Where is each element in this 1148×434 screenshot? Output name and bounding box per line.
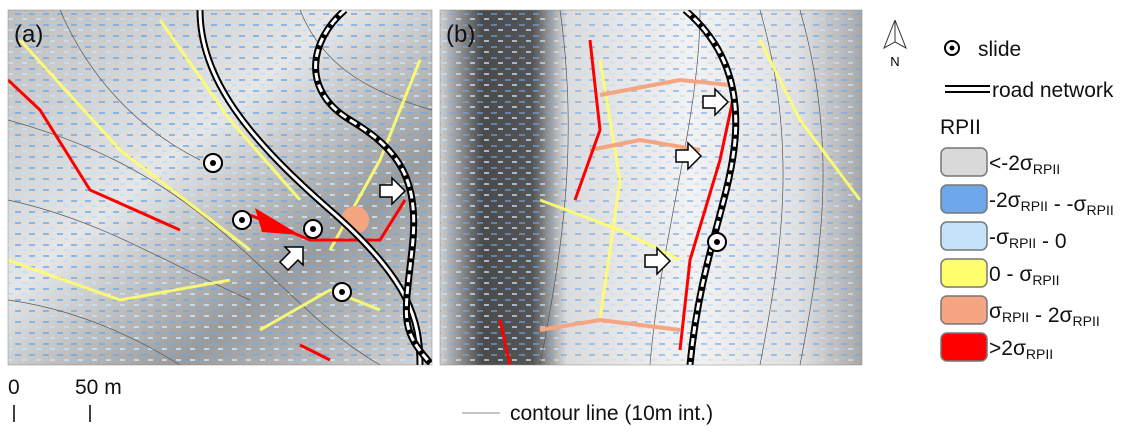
legend-text: -2σ [989, 189, 1021, 212]
legend-label: -σRPII - 0 [989, 226, 1067, 253]
legend-subscript: RPII [1009, 235, 1036, 251]
legend-swatch [941, 222, 987, 250]
legend-text: 0 - σ [989, 263, 1032, 286]
legend-title: RPII [940, 116, 981, 139]
legend-label: 0 - σRPII [989, 263, 1060, 288]
legend-swatch [941, 259, 987, 287]
legend-subscript: RPII [1032, 272, 1059, 288]
legend-text: σ [989, 300, 1002, 323]
panel-label: (a) [14, 21, 43, 48]
legend-swatch [941, 185, 987, 213]
legend-label: road network [992, 79, 1114, 102]
legend-text: <-2σ [989, 152, 1033, 175]
legend-label: <-2σRPII [989, 152, 1060, 177]
legend-subscript: RPII [1026, 346, 1053, 362]
legend-subscript: RPII [1033, 161, 1060, 177]
legend-label: >2σRPII [989, 337, 1053, 362]
legend-text: - 2σ [1029, 304, 1072, 327]
legend-subscript: RPII [1073, 313, 1100, 329]
legend-text: - 0 [1036, 230, 1066, 253]
legend-label: -2σRPII - -σRPII [989, 189, 1114, 218]
scale-label: 50 m [75, 376, 122, 399]
scale-label: 0 [8, 376, 20, 399]
legend-swatch [941, 148, 987, 176]
north-label: N [890, 54, 899, 69]
legend-text: - -σ [1048, 193, 1087, 216]
legend-swatch [941, 333, 987, 361]
panel-a-map [8, 10, 432, 365]
figure: (a) (b) N slide road network RPII <-2σRP… [0, 0, 1148, 429]
panel-b-map [440, 10, 862, 365]
legend-swatch [941, 296, 987, 324]
legend: slide road network RPII <-2σRPII-2σRPII … [940, 38, 1114, 362]
contour-label: contour line (10m int.) [510, 402, 713, 425]
legend-text: >2σ [989, 337, 1026, 360]
panel-label: (b) [446, 21, 475, 48]
legend-text: -σ [989, 226, 1009, 249]
legend-subscript: RPII [1021, 198, 1048, 214]
legend-subscript: RPII [1087, 202, 1114, 218]
legend-label: slide [978, 38, 1021, 61]
north-arrow [884, 20, 895, 48]
legend-subscript: RPII [1002, 309, 1029, 325]
legend-label: σRPII - 2σRPII [989, 300, 1100, 329]
